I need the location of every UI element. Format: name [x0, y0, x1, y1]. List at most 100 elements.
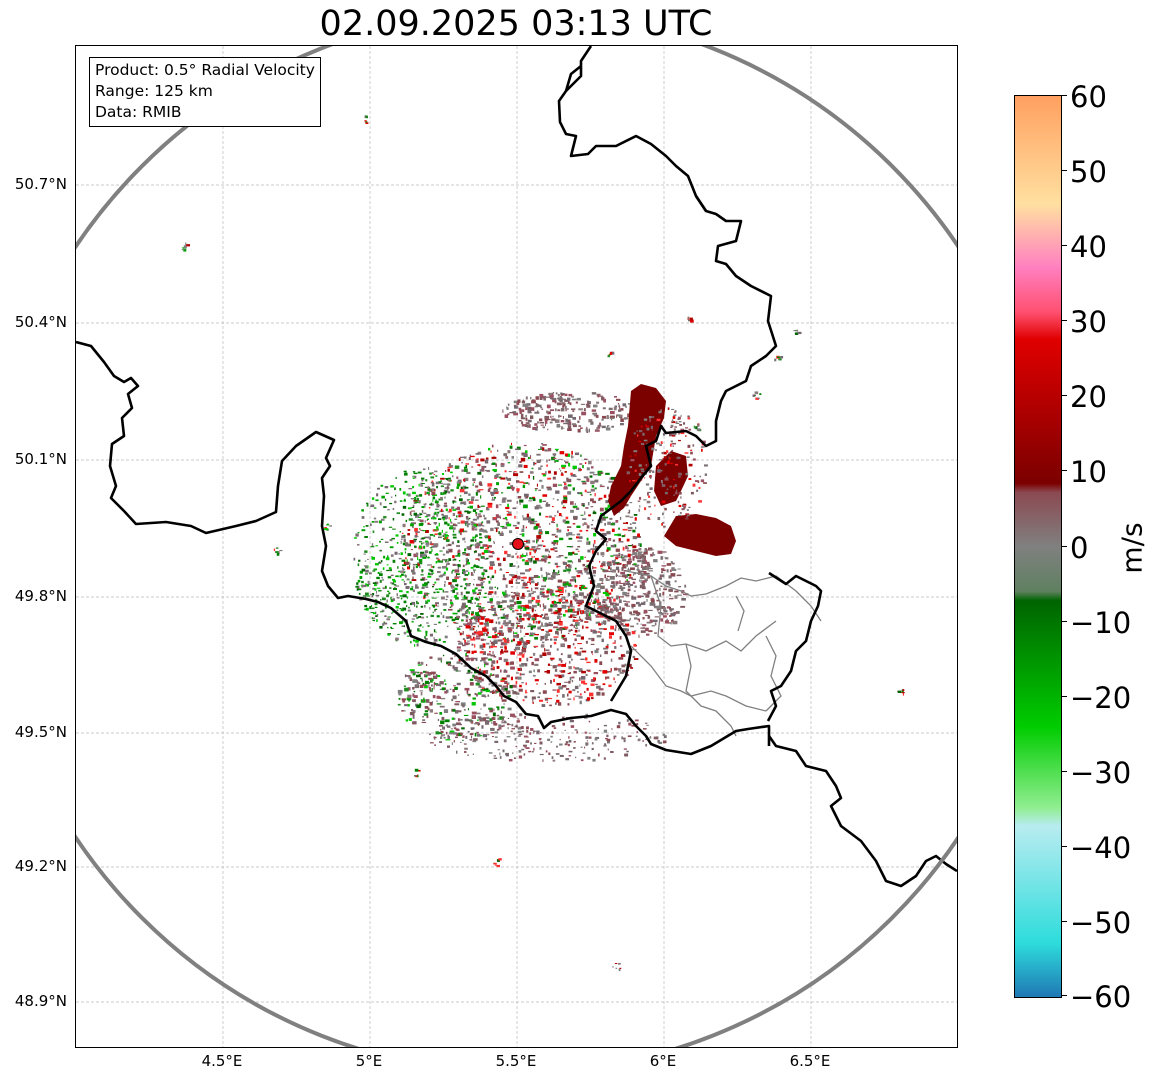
echo-pixel [613, 607, 618, 610]
echo-pixel [443, 505, 448, 508]
echo-pixel [622, 737, 626, 740]
echo-pixel [584, 717, 588, 719]
echo-pixel [545, 633, 551, 636]
echo-pixel [383, 621, 386, 624]
echo-pixel [427, 486, 430, 489]
echo-pixel [624, 580, 630, 583]
echo-pixel [643, 439, 648, 442]
echo-pixel [465, 591, 470, 594]
echo-pixel [550, 741, 553, 743]
echo-pixel [536, 535, 542, 539]
echo-pixel [422, 626, 424, 628]
echo-pixel [505, 754, 509, 757]
echo-pixel [546, 419, 551, 421]
echo-pixel [604, 616, 608, 619]
echo-pixel [541, 395, 547, 398]
echo-pixel [584, 511, 586, 515]
colorbar-tick [1061, 546, 1067, 547]
echo-pixel [567, 421, 572, 426]
echo-pixel [512, 574, 518, 579]
echo-pixel [552, 572, 557, 575]
echo-pixel [597, 613, 601, 616]
echo-pixel [602, 592, 608, 595]
echo-pixel [419, 561, 423, 565]
echo-pixel [644, 578, 648, 581]
echo-pixel [636, 731, 639, 733]
echo-pixel [413, 615, 417, 617]
echo-pixel [586, 478, 590, 482]
echo-pixel [401, 538, 403, 540]
echo-pixel [526, 613, 531, 616]
echo-pixel [571, 628, 573, 631]
echo-pixel [402, 564, 407, 566]
echo-pixel [639, 576, 645, 579]
echo-pixel [684, 584, 687, 588]
echo-pixel [568, 661, 571, 664]
echo-pixel [658, 577, 662, 580]
echo-pixel [433, 637, 435, 640]
echo-pixel [614, 628, 617, 632]
echo-pixel [447, 625, 449, 628]
echo-pixel [500, 653, 502, 655]
echo-pixel [563, 486, 568, 490]
echo-pixel [606, 734, 609, 737]
echo-pixel [432, 583, 435, 586]
echo-pixel [638, 603, 642, 607]
echo-pixel [595, 414, 599, 418]
echo-pixel [574, 592, 576, 595]
echo-pixel [458, 560, 461, 562]
echo-pixel [434, 683, 438, 685]
echo-pixel [480, 615, 482, 618]
echo-pixel [407, 493, 411, 497]
echo-pixel [443, 736, 446, 739]
echo-pixel [480, 546, 484, 549]
radar-map[interactable] [75, 45, 958, 1048]
echo-pixel [482, 557, 485, 559]
echo-pixel [613, 737, 616, 740]
echo-pixel [683, 506, 687, 508]
echo-pixel [631, 544, 634, 546]
echo-pixel [434, 470, 438, 473]
echo-pixel [606, 531, 611, 535]
echo-pixel [466, 583, 471, 587]
echo-pixel [700, 479, 705, 483]
echo-pixel [500, 608, 502, 611]
echo-pixel [585, 657, 588, 661]
echo-pixel [463, 623, 468, 625]
echo-pixel [591, 527, 593, 530]
echo-pixel [636, 601, 640, 605]
echo-pixel [447, 745, 450, 748]
echo-pixel [656, 418, 661, 422]
echo-pixel [542, 579, 545, 582]
echo-pixel [529, 635, 534, 637]
echo-pixel [439, 696, 442, 699]
echo-pixel [553, 569, 555, 573]
echo-pixel [531, 608, 534, 613]
echo-pixel [363, 526, 365, 528]
echo-pixel [530, 455, 532, 459]
echo-pixel [432, 515, 434, 520]
echo-pixel [544, 585, 546, 587]
echo-pixel [440, 659, 442, 663]
echo-pixel [455, 729, 458, 731]
echo-pixel [618, 527, 620, 530]
echo-pixel [277, 551, 280, 555]
echo-pixel [560, 643, 565, 648]
echo-pixel [469, 682, 474, 686]
echo-pixel [374, 606, 378, 608]
echo-pixel [405, 561, 410, 565]
echo-pixel [683, 593, 688, 596]
echo-pixel [534, 522, 536, 525]
echo-pixel [406, 596, 408, 599]
echo-pixel [399, 531, 402, 533]
echo-pixel [550, 612, 555, 614]
echo-pixel [369, 523, 372, 526]
echo-pixel [436, 591, 440, 593]
echo-pixel [522, 644, 527, 649]
echo-pixel [561, 685, 567, 688]
echo-pixel [544, 623, 548, 627]
echo-pixel [662, 591, 665, 596]
echo-pixel [571, 398, 577, 401]
echo-pixel [465, 570, 469, 572]
echo-pixel [446, 485, 449, 489]
